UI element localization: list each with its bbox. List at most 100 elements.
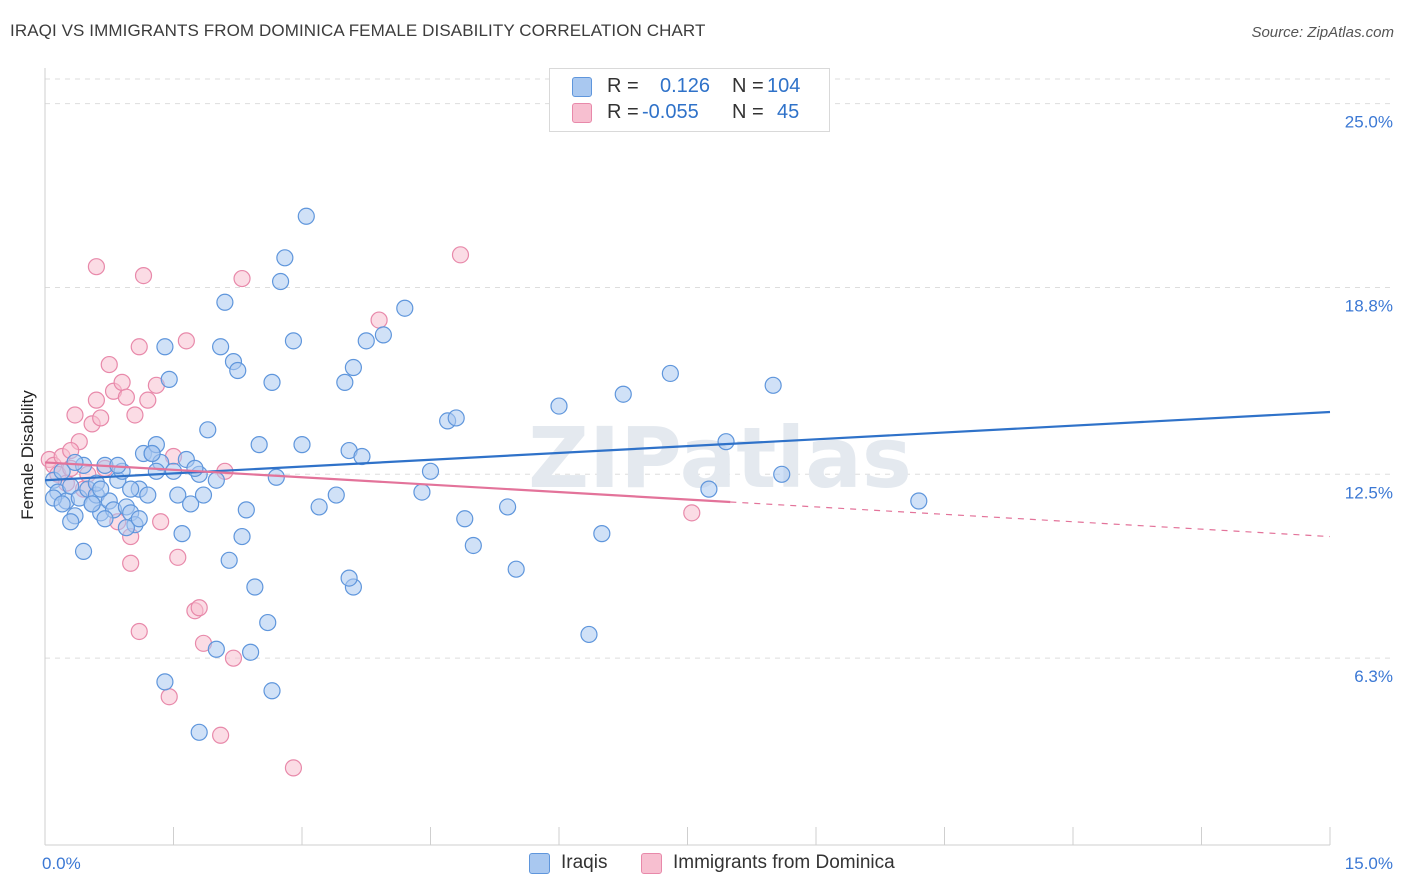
dominica-point	[451, 246, 470, 264]
iraqi-point	[207, 471, 225, 489]
iraqi-point	[156, 338, 174, 356]
iraqi-point	[83, 495, 101, 513]
iraqis-legend-label: Iraqis	[561, 852, 608, 873]
iraqi-point	[246, 578, 264, 596]
iraqi-point	[310, 498, 328, 516]
iraqi-point	[263, 682, 281, 700]
r-label: R =	[607, 101, 639, 123]
dominica-point	[212, 726, 230, 744]
iraqi-point	[507, 560, 525, 578]
dominica-point	[92, 409, 110, 427]
iraqi-point	[340, 569, 358, 587]
iraqi-point	[344, 358, 362, 377]
iraqi-point	[267, 468, 285, 486]
dominica-point	[130, 338, 148, 356]
dominica-point	[233, 269, 251, 288]
grid-lines	[45, 78, 1395, 659]
dominica-point	[117, 388, 135, 406]
dominica-point	[66, 406, 84, 424]
dominica-point	[113, 373, 131, 391]
r-value-dominica: -0.055	[642, 101, 699, 123]
iraqi-point	[130, 510, 148, 528]
iraqi-point	[164, 462, 183, 480]
iraqi-point	[220, 551, 238, 569]
dominica-point	[160, 688, 178, 706]
dominica-point	[87, 391, 106, 409]
y-tick-label: 18.8%	[1345, 296, 1393, 315]
iraqi-point	[250, 436, 268, 454]
iraqi-point	[92, 480, 110, 498]
iraqi-point	[199, 421, 217, 439]
iraqi-point	[263, 373, 281, 391]
iraqi-point	[413, 483, 431, 501]
dominica-legend-swatch	[641, 853, 662, 874]
iraqi-point	[259, 613, 277, 632]
iraqi-point	[186, 459, 204, 477]
n-value-dominica: 45	[777, 101, 800, 123]
iraqi-point	[464, 536, 482, 555]
iraqi-point	[212, 338, 230, 356]
dominica-point	[130, 622, 148, 641]
iraqi-point	[66, 453, 84, 472]
iraqi-point	[276, 249, 294, 267]
dominica-point	[126, 406, 144, 424]
iraqi-point	[421, 462, 440, 480]
y-tick-labels: 6.3% 12.5% 18.8% 25.0%	[1345, 113, 1393, 687]
iraqi-point	[336, 373, 354, 391]
iraqi-point	[593, 525, 611, 543]
correlation-legend: R = 0.126 N = 104 R = -0.055 N = 45	[549, 68, 830, 132]
iraqi-point	[327, 486, 345, 504]
dominica-point	[177, 332, 195, 350]
iraqi-point	[190, 723, 208, 741]
source-label: Source: ZipAtlas.com	[1251, 24, 1394, 41]
iraqi-point	[117, 519, 135, 537]
trend-line-0	[44, 410, 1331, 482]
iraqi-points	[44, 207, 928, 741]
dominica-point	[87, 258, 106, 276]
iraqi-point	[499, 498, 517, 516]
n-label: N =	[732, 75, 764, 97]
r-value-iraqis: 0.126	[660, 75, 711, 97]
iraqi-point	[284, 332, 303, 350]
iraqi-point	[447, 409, 465, 427]
iraqi-point	[374, 326, 392, 344]
iraqis-legend-swatch	[529, 853, 550, 874]
iraqi-point	[396, 299, 414, 317]
trend-lines	[44, 410, 1331, 538]
iraqi-point	[233, 527, 251, 546]
dominica-point	[370, 311, 388, 329]
iraqi-point	[156, 673, 174, 691]
dominica-point	[152, 513, 170, 531]
iraqi-point	[207, 640, 225, 658]
chart-title: IRAQI VS IMMIGRANTS FROM DOMINICA FEMALE…	[10, 21, 706, 40]
iraqi-point	[169, 486, 187, 504]
iraqi-point	[194, 486, 213, 504]
iraqi-point	[456, 510, 474, 528]
iraqi-point	[237, 501, 255, 519]
dominica-point	[284, 759, 303, 777]
iraqi-point	[160, 370, 178, 388]
dominica-point	[122, 554, 140, 572]
dominica-swatch	[572, 103, 592, 123]
dominica-point	[190, 599, 208, 617]
iraqi-point	[700, 480, 718, 498]
iraqi-point	[357, 332, 375, 350]
iraqi-point	[297, 207, 315, 225]
y-tick-label: 6.3%	[1354, 667, 1393, 686]
iraqi-point	[910, 492, 928, 510]
iraqi-point	[182, 495, 200, 513]
dominica-point	[100, 355, 118, 374]
iraqis-swatch	[572, 77, 592, 97]
dominica-point	[683, 504, 701, 522]
iraqi-point	[139, 486, 157, 504]
dominica-point	[134, 266, 153, 285]
dominica-point	[169, 548, 187, 566]
iraqi-point	[271, 272, 290, 291]
dominica-point	[139, 391, 157, 409]
trend-line-1	[44, 461, 731, 504]
iraqi-point	[62, 513, 80, 531]
iraqi-point	[661, 364, 679, 383]
iraqi-point	[580, 625, 598, 644]
iraqi-point	[229, 361, 247, 380]
